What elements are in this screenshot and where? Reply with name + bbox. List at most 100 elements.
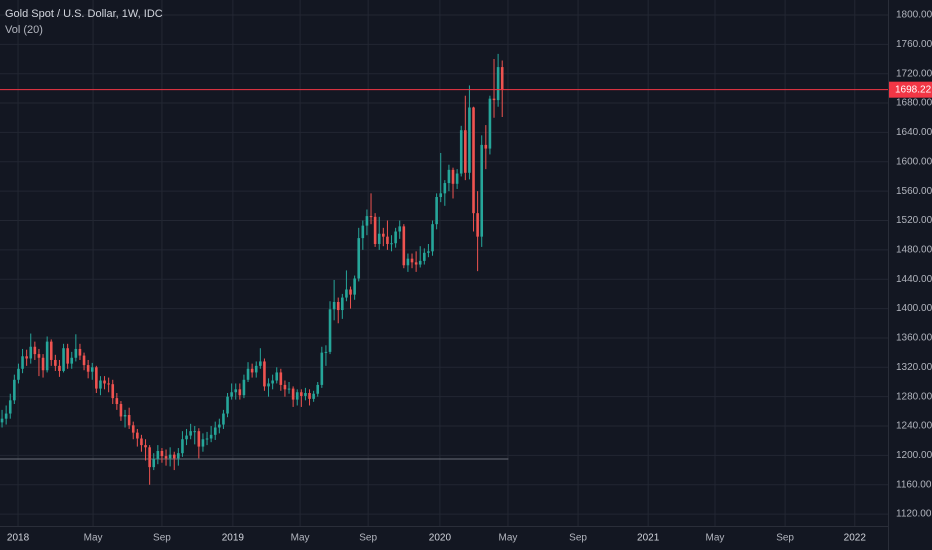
candle-body xyxy=(496,67,500,101)
candle-body xyxy=(254,365,258,373)
candle-body xyxy=(152,459,156,468)
indicator-label: Vol (20) xyxy=(5,24,43,36)
candle-body xyxy=(328,309,332,352)
candle-body xyxy=(308,392,311,399)
candle-body xyxy=(250,368,254,373)
y-tick-label: 1440.00 xyxy=(896,274,932,285)
candle-body xyxy=(123,415,127,417)
candle-body xyxy=(369,216,373,218)
candle-body xyxy=(193,431,197,433)
candle-body xyxy=(259,361,262,366)
y-tick-label: 1760.00 xyxy=(896,39,932,50)
candle-body xyxy=(201,439,205,447)
candle-body xyxy=(8,400,12,414)
candle-body xyxy=(242,379,246,396)
candle-body xyxy=(148,447,151,468)
candle-body xyxy=(316,384,320,394)
candle-body xyxy=(324,351,328,353)
candle-body xyxy=(423,252,426,261)
candle-body xyxy=(320,352,324,385)
candle-body xyxy=(357,238,361,279)
candle-body xyxy=(103,380,106,384)
candle-body xyxy=(234,389,238,393)
y-tick-label: 1720.00 xyxy=(896,68,932,79)
candle-body xyxy=(74,348,78,358)
y-tick-label: 1800.00 xyxy=(896,10,932,21)
chart-title: Gold Spot / U.S. Dollar, 1W, IDC xyxy=(5,8,163,20)
candle-body xyxy=(205,438,209,440)
candle-body xyxy=(177,453,180,459)
candle-body xyxy=(111,384,115,399)
y-tick-label: 1160.00 xyxy=(896,479,932,490)
candle-body xyxy=(439,193,443,198)
candle-body xyxy=(291,388,295,400)
candle-body xyxy=(0,418,4,423)
candle-body xyxy=(480,144,484,237)
candle-body xyxy=(386,236,389,244)
candle-body xyxy=(406,258,410,266)
candle-body xyxy=(304,392,307,396)
candle-body xyxy=(300,392,303,396)
candle-body xyxy=(361,225,365,239)
y-tick-label: 1560.00 xyxy=(896,186,932,197)
candle-body xyxy=(459,130,463,174)
candle-body xyxy=(119,404,123,417)
y-tick-label: 1600.00 xyxy=(896,156,932,167)
candle-body xyxy=(484,144,488,149)
candle-body xyxy=(377,233,381,244)
last-price-label: 1698.22 xyxy=(895,84,932,95)
candle-body xyxy=(140,438,143,446)
y-tick-label: 1680.00 xyxy=(896,98,932,109)
candle-body xyxy=(86,365,90,372)
candle-body xyxy=(341,297,344,311)
candle-body xyxy=(336,301,340,311)
candle-body xyxy=(451,169,455,184)
candle-body xyxy=(283,384,287,390)
y-tick-label: 1520.00 xyxy=(896,215,932,226)
candle-body xyxy=(312,393,315,399)
x-tick-label: May xyxy=(291,533,310,544)
candle-body xyxy=(82,355,86,366)
candle-body xyxy=(144,445,147,448)
candle-body xyxy=(427,251,430,253)
candle-body xyxy=(222,413,225,425)
x-tick-label: 2020 xyxy=(429,533,452,544)
candle-body xyxy=(78,348,82,356)
grid xyxy=(0,0,888,526)
candle-body xyxy=(172,454,176,459)
x-tick-label: 2018 xyxy=(7,533,30,544)
candle-body xyxy=(197,431,201,447)
x-tick-label: May xyxy=(499,533,518,544)
candle-body xyxy=(382,233,385,237)
candle-body xyxy=(66,348,69,364)
plot xyxy=(0,53,888,485)
candle-body xyxy=(295,392,299,400)
candle-body xyxy=(271,380,274,384)
candle-body xyxy=(418,260,422,265)
candle-body xyxy=(431,224,434,252)
candle-body xyxy=(332,301,336,310)
candle-body xyxy=(414,262,418,265)
candle-body xyxy=(238,389,242,396)
x-tick-label: Sep xyxy=(569,533,587,544)
candle-body xyxy=(4,413,8,419)
x-tick-label: Sep xyxy=(359,533,377,544)
y-tick-label: 1320.00 xyxy=(896,362,932,373)
y-tick-label: 1480.00 xyxy=(896,245,932,256)
x-tick-label: May xyxy=(84,533,103,544)
candle-body xyxy=(468,107,471,173)
candle-body xyxy=(394,231,397,244)
candle-body xyxy=(41,357,45,371)
candle-body xyxy=(287,388,291,390)
candle-body xyxy=(13,379,16,401)
candle-body xyxy=(455,173,459,184)
candle-body xyxy=(45,341,49,371)
x-tick-label: Sep xyxy=(776,533,794,544)
candle-body xyxy=(70,357,74,364)
y-tick-label: 1640.00 xyxy=(896,127,932,138)
candle-body xyxy=(181,439,184,454)
candle-body xyxy=(447,169,451,184)
candle-body xyxy=(488,98,492,149)
